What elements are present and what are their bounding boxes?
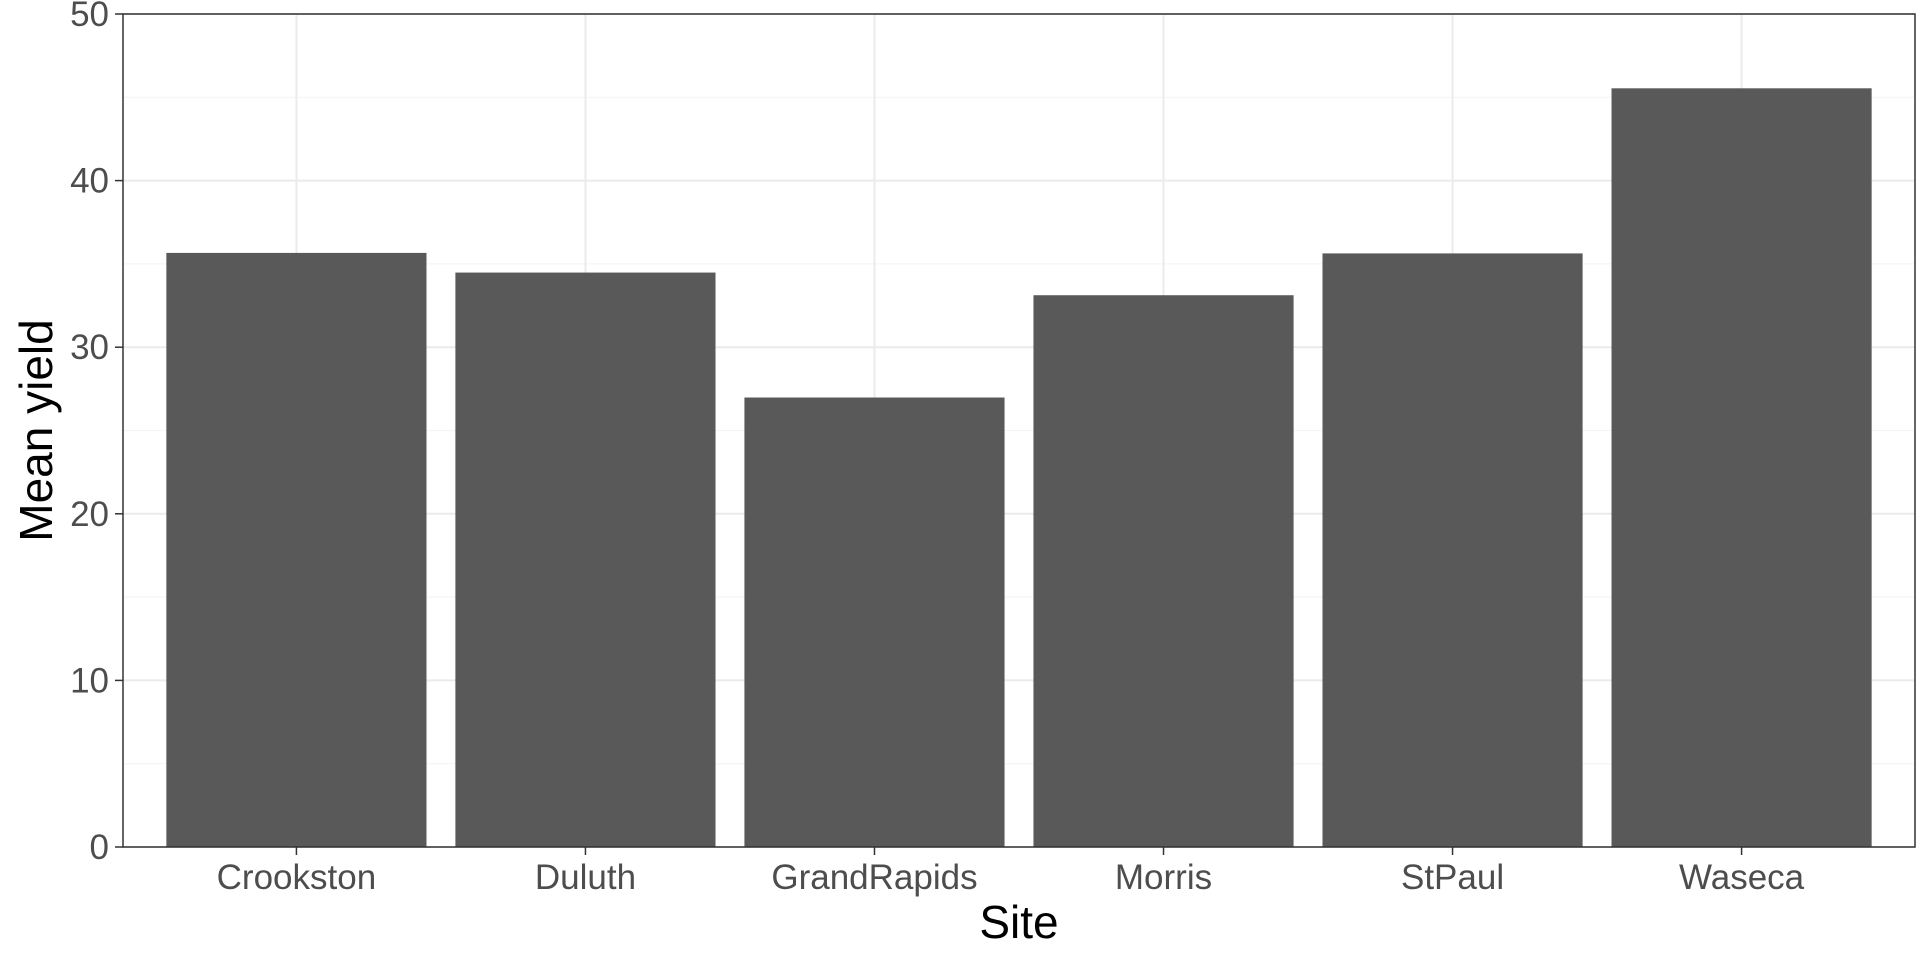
y-axis-title: Mean yield	[10, 319, 62, 541]
y-tick-label: 40	[70, 162, 109, 201]
y-axis-ticks: 0 10 20 30 40 50	[70, 0, 123, 867]
bar-waseca	[1611, 88, 1872, 848]
y-tick-label: 10	[70, 661, 109, 700]
y-tick-label: 50	[70, 0, 109, 34]
bar-grandrapids	[744, 397, 1005, 847]
x-tick-label: StPaul	[1401, 858, 1504, 897]
bar-stpaul	[1322, 253, 1583, 848]
x-axis-ticks: Crookston Duluth GrandRapids Morris StPaul Wa…	[217, 847, 1805, 897]
y-tick-label: 20	[70, 495, 109, 534]
panel-border	[122, 13, 1916, 848]
x-axis-title: Site	[979, 896, 1058, 948]
y-tick-label: 30	[70, 328, 109, 367]
bars	[166, 88, 1872, 848]
x-tick-label: Crookston	[217, 858, 377, 897]
bar-crookston	[166, 252, 427, 847]
y-tick-label: 0	[90, 828, 109, 867]
x-tick-label: Duluth	[535, 858, 636, 897]
x-tick-label: Waseca	[1679, 858, 1805, 897]
bar-duluth	[455, 272, 716, 847]
x-tick-label: GrandRapids	[771, 858, 977, 897]
x-tick-label: Morris	[1115, 858, 1212, 897]
bar-morris	[1033, 295, 1294, 847]
